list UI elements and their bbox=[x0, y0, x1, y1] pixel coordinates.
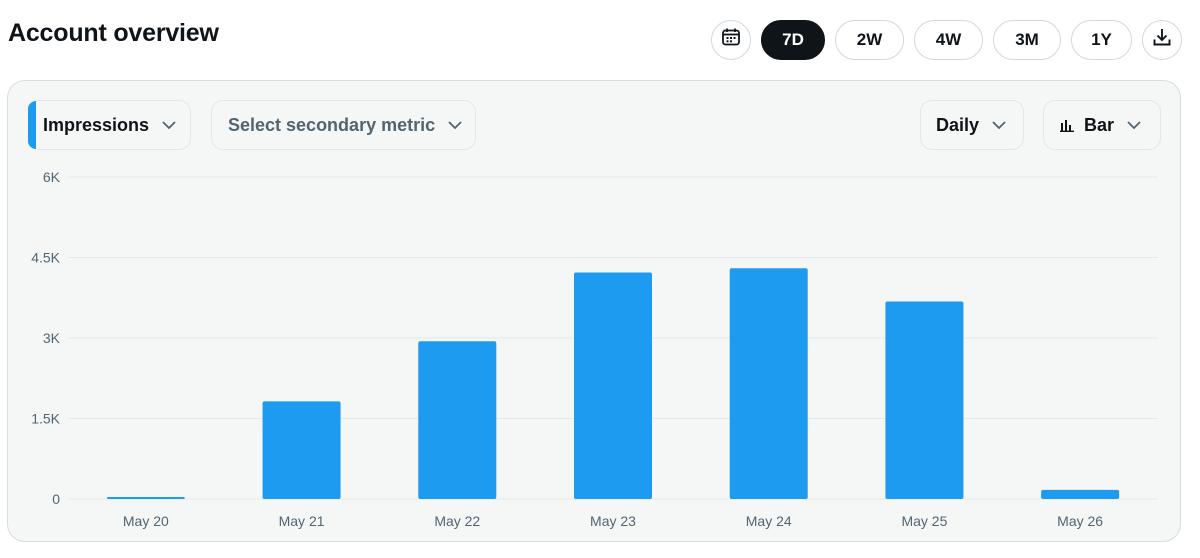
chart-panel: Impressions Select secondary metric Dail… bbox=[7, 80, 1181, 542]
y-tick-label: 1.5K bbox=[31, 411, 60, 427]
date-range-toolbar: 7D 2W 4W 3M 1Y bbox=[711, 19, 1182, 60]
bar-may-21[interactable] bbox=[262, 401, 341, 499]
range-7d-button[interactable]: 7D bbox=[761, 19, 825, 60]
x-tick-label: May 24 bbox=[746, 513, 792, 529]
granularity-label: Daily bbox=[936, 114, 980, 135]
secondary-metric-select[interactable]: Select secondary metric bbox=[211, 100, 476, 150]
chevron-down-icon bbox=[161, 120, 177, 130]
x-tick-label: May 20 bbox=[123, 513, 169, 529]
chevron-down-icon bbox=[447, 120, 463, 130]
bar-may-23[interactable] bbox=[574, 272, 652, 499]
bar-chart-icon bbox=[1060, 118, 1074, 132]
y-tick-label: 3K bbox=[43, 330, 61, 346]
bar-may-26[interactable] bbox=[1041, 489, 1120, 499]
chart-type-select[interactable]: Bar bbox=[1043, 100, 1161, 150]
x-tick-label: May 21 bbox=[279, 513, 325, 529]
chart-type-label: Bar bbox=[1084, 114, 1115, 135]
y-tick-label: 4.5K bbox=[31, 250, 60, 266]
y-tick-label: 0 bbox=[52, 491, 60, 507]
calendar-icon bbox=[721, 27, 741, 52]
range-1y-button[interactable]: 1Y bbox=[1071, 19, 1132, 60]
chevron-down-icon bbox=[991, 120, 1007, 130]
x-tick-label: May 26 bbox=[1057, 513, 1103, 529]
download-button[interactable] bbox=[1142, 19, 1182, 60]
download-icon bbox=[1152, 27, 1172, 52]
bar-may-25[interactable] bbox=[885, 301, 964, 499]
impressions-bar-chart: 0 1.5K 3K 4.5K 6K May 20 May 21 May 22 May 23 May… bbox=[31, 169, 1158, 529]
primary-metric-label: Impressions bbox=[43, 114, 150, 135]
x-tick-label: May 22 bbox=[434, 513, 480, 529]
range-3m-button[interactable]: 3M bbox=[993, 19, 1061, 60]
chevron-down-icon bbox=[1126, 120, 1142, 130]
x-tick-label: May 25 bbox=[901, 513, 947, 529]
range-4w-button[interactable]: 4W bbox=[914, 19, 983, 60]
x-tick-label: May 23 bbox=[590, 513, 636, 529]
bar-may-20[interactable] bbox=[106, 497, 185, 499]
granularity-select[interactable]: Daily bbox=[920, 100, 1024, 150]
calendar-button[interactable] bbox=[711, 19, 751, 60]
y-tick-label: 6K bbox=[43, 169, 61, 185]
bar-may-22[interactable] bbox=[418, 341, 497, 499]
primary-metric-select[interactable]: Impressions bbox=[28, 100, 191, 150]
range-2w-button[interactable]: 2W bbox=[835, 19, 904, 60]
secondary-metric-label: Select secondary metric bbox=[228, 114, 436, 135]
bar-may-24[interactable] bbox=[729, 268, 808, 499]
page-title: Account overview bbox=[8, 19, 219, 47]
